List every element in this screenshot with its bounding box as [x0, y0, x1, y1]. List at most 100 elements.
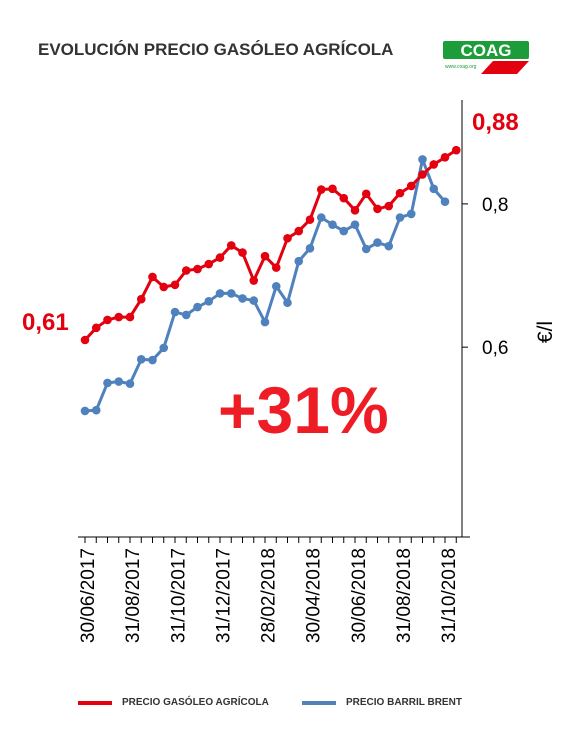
x-tick-label: 31/10/2018	[439, 548, 460, 643]
legend-swatch-brent	[302, 700, 336, 705]
legend-item-brent: PRECIO BARRIL BRENT	[302, 697, 462, 708]
data-point	[350, 220, 360, 229]
data-point	[80, 406, 90, 416]
data-point	[193, 302, 202, 312]
data-point	[181, 266, 191, 275]
data-point	[249, 296, 259, 305]
series-brent	[80, 155, 450, 416]
legend-label-gasoleo: PRECIO GASÓLEO AGRÍCOLA	[122, 697, 269, 708]
data-point	[328, 184, 337, 194]
data-point	[440, 197, 450, 207]
data-point	[305, 243, 315, 253]
legend-item-gasoleo: PRECIO GASÓLEO AGRÍCOLA	[78, 697, 269, 708]
y-axis-label: €/l	[534, 321, 557, 343]
data-point	[125, 312, 135, 322]
data-point	[361, 244, 371, 254]
data-point	[395, 188, 405, 198]
data-point	[260, 251, 270, 261]
series-layer	[80, 145, 461, 416]
change-annotation: +31%	[218, 373, 389, 447]
line-chart: 0,6 0,8 30/06/2017 31/08/2017 31/10/2017 31/…	[22, 100, 557, 643]
data-point	[294, 226, 304, 236]
x-tick-labels: 30/06/2017 31/08/2017 31/10/2017 31/12/2017…	[78, 548, 460, 643]
data-point	[361, 189, 371, 199]
data-point	[418, 155, 427, 164]
data-point	[373, 204, 382, 214]
data-point	[114, 377, 124, 386]
data-point	[170, 280, 180, 290]
data-point	[305, 215, 315, 224]
data-point	[316, 185, 326, 194]
end-value-annotation: 0,88	[472, 109, 519, 136]
data-point	[373, 238, 382, 247]
data-point	[406, 209, 416, 219]
data-point	[271, 263, 281, 272]
data-point	[260, 317, 270, 327]
data-point	[114, 312, 124, 322]
data-point	[406, 181, 416, 191]
x-tick-label: 31/10/2017	[168, 548, 189, 643]
x-tick-label: 30/06/2018	[349, 548, 370, 643]
data-point	[125, 379, 135, 388]
data-point	[429, 160, 439, 169]
x-tick-label: 31/08/2017	[123, 548, 144, 643]
x-tick-label: 30/04/2018	[304, 548, 325, 643]
data-point	[215, 253, 225, 262]
data-point	[215, 289, 225, 298]
data-point	[294, 256, 304, 266]
data-point	[204, 259, 214, 269]
data-point	[328, 220, 337, 229]
start-value-annotation: 0,61	[22, 309, 69, 336]
series-gasoleo	[80, 145, 461, 345]
data-point	[350, 206, 360, 215]
data-point	[91, 323, 101, 333]
data-point	[226, 289, 236, 298]
data-point	[103, 315, 112, 325]
data-point	[136, 294, 146, 304]
data-point	[249, 276, 259, 285]
data-point	[159, 282, 169, 292]
data-point	[440, 153, 450, 162]
y-axis: 0,6 0,8	[461, 100, 508, 537]
data-point	[159, 343, 169, 353]
x-tick-label: 28/02/2018	[259, 548, 280, 643]
data-point	[103, 378, 112, 388]
data-point	[271, 281, 281, 291]
x-axis	[78, 536, 470, 543]
logo-text: COAG	[461, 41, 512, 60]
data-point	[148, 355, 157, 365]
data-point	[429, 184, 439, 194]
data-point	[384, 201, 394, 211]
data-point	[91, 405, 101, 415]
legend-swatch-gasoleo	[78, 700, 112, 705]
data-point	[384, 241, 394, 251]
data-point	[204, 297, 214, 306]
data-point	[226, 241, 236, 250]
legend-label-brent: PRECIO BARRIL BRENT	[346, 697, 462, 708]
data-point	[148, 272, 157, 282]
x-tick-label: 31/12/2017	[213, 548, 234, 643]
y-tick-label: 0,6	[482, 338, 508, 359]
series-line	[83, 148, 458, 342]
data-point	[136, 355, 146, 364]
data-point	[395, 213, 405, 222]
data-point	[451, 145, 461, 155]
data-point	[283, 298, 292, 308]
data-point	[193, 264, 202, 274]
x-tick-label: 31/08/2018	[394, 548, 415, 643]
y-tick-label: 0,8	[482, 195, 508, 216]
data-point	[283, 233, 292, 243]
data-point	[181, 310, 191, 320]
data-point	[339, 226, 349, 236]
data-point	[238, 294, 247, 303]
data-point	[316, 213, 326, 222]
logo-subtext: www.coag.org	[445, 64, 477, 70]
data-point	[418, 170, 427, 179]
data-point	[170, 307, 180, 317]
chart-title: EVOLUCIÓN PRECIO GASÓLEO AGRÍCOLA	[38, 40, 394, 59]
coag-logo: COAG www.coag.org	[443, 41, 529, 74]
x-tick-label: 30/06/2017	[78, 548, 99, 643]
data-point	[339, 193, 349, 203]
data-point	[80, 335, 90, 345]
data-point	[238, 248, 247, 257]
